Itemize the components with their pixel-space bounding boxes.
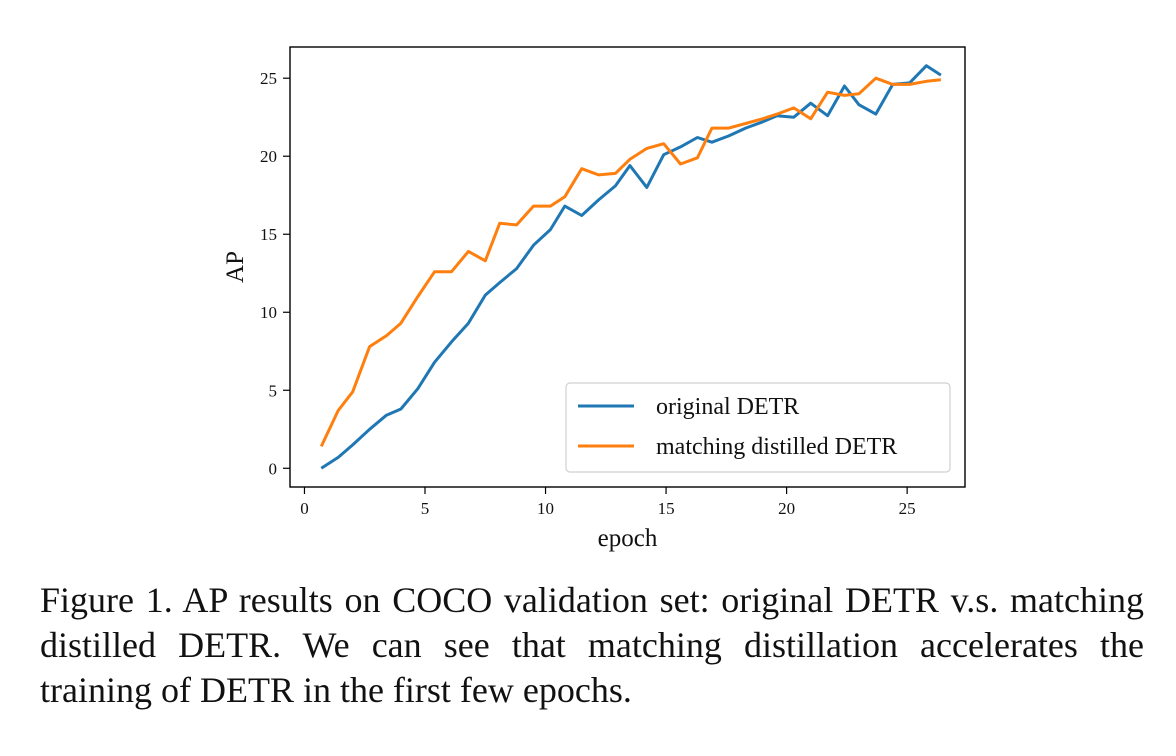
series-line-0 [320,64,942,470]
x-tick-label: 15 [658,499,675,518]
plot-frame [289,46,966,488]
x-tick-label: 0 [300,499,309,518]
figure-caption: Figure 1. AP results on COCO validation … [40,580,1144,710]
y-tick-label: 25 [260,69,277,88]
y-tick-label: 5 [269,381,278,400]
x-tick-label: 10 [537,499,554,518]
x-tick-label: 25 [899,499,916,518]
legend-box [565,382,951,473]
x-axis-title: epoch [598,525,658,552]
series-line-1 [319,76,942,448]
x-tick-label: 20 [778,499,795,518]
y-tick-label: 15 [260,225,277,244]
y-tick-label: 0 [269,459,278,478]
x-tick-label: 5 [421,499,430,518]
y-tick-label: 10 [260,303,277,322]
legend-label-matching-distilled-detr: matching distilled DETR [656,434,897,460]
line-chart: 0 5 10 15 20 25 0 5 10 15 20 25 epoch AP original D… [222,46,966,552]
figure: 0 5 10 15 20 25 0 5 10 15 20 25 epoch AP original D… [222,46,966,552]
axis-ticks: 0 5 10 15 20 25 0 5 10 15 20 25 [260,69,916,518]
legend-label-original-detr: original DETR [656,394,799,420]
y-axis-title: AP [222,251,249,283]
legend: original DETR matching distilled DETR [565,382,951,473]
series-lines [319,64,942,470]
y-tick-label: 20 [260,147,277,166]
